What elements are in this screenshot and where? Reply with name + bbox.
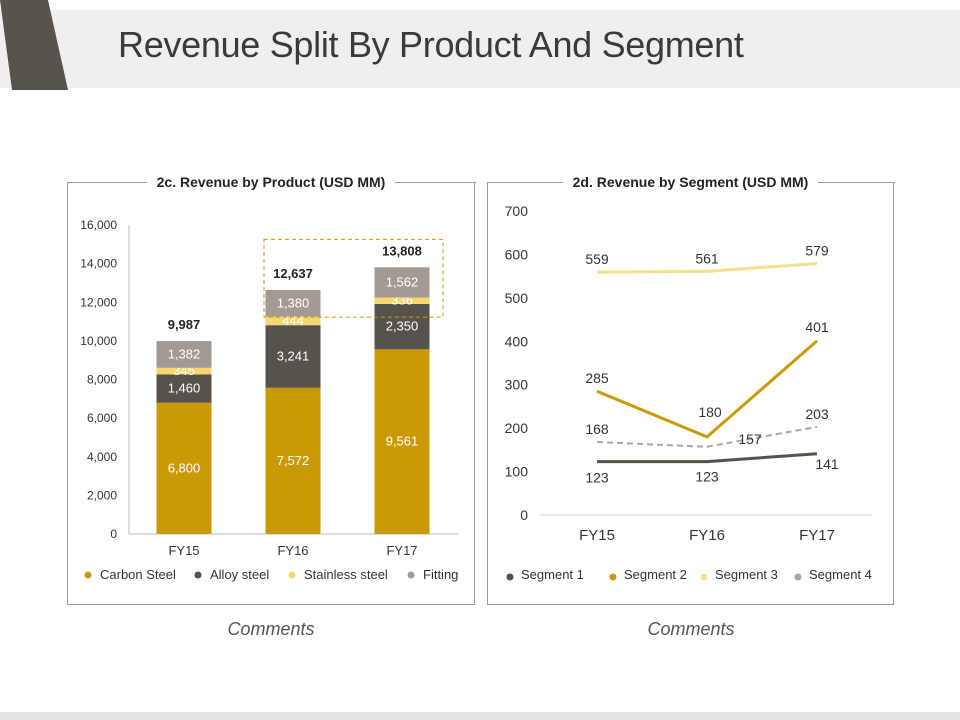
- header-band: [0, 10, 960, 88]
- page-title: Revenue Split By Product And Segment: [118, 24, 744, 65]
- comments-right: Comments: [647, 619, 735, 639]
- product-chart-panel: 2c. Revenue by Product (USD MM): [67, 174, 476, 605]
- bottom-bar: [0, 712, 960, 720]
- comments-left: Comments: [227, 619, 315, 639]
- header-accent-shape: [0, 0, 68, 90]
- product-chart-title: 2c. Revenue by Product (USD MM): [68, 174, 474, 190]
- segment-chart-panel: 2d. Revenue by Segment (USD MM): [487, 174, 895, 605]
- segment-chart-title: 2d. Revenue by Segment (USD MM): [488, 174, 893, 190]
